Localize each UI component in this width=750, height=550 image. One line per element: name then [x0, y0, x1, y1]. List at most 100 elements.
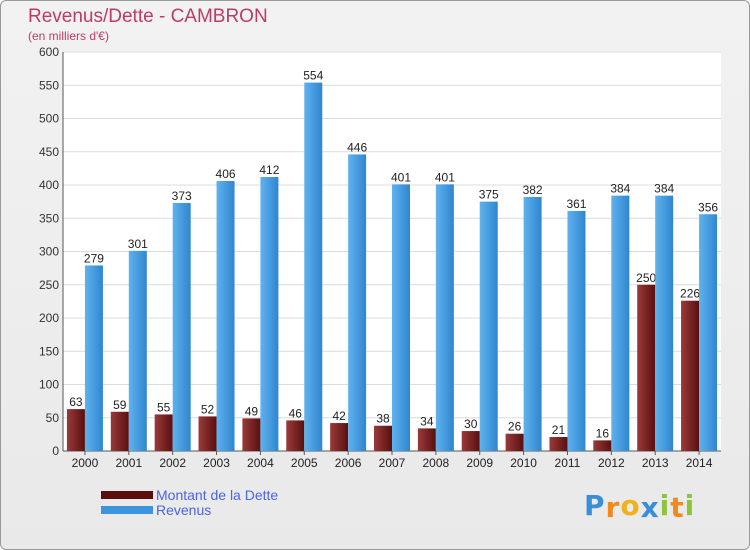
y-tick-label: 0	[52, 444, 59, 458]
data-label-dette: 26	[508, 420, 522, 434]
logo-letter: r	[605, 491, 621, 524]
bar-revenus	[479, 201, 498, 451]
bar-dette	[637, 284, 656, 451]
data-label-dette: 49	[245, 404, 259, 418]
data-label-revenus: 375	[479, 188, 499, 202]
x-tick-label: 2004	[247, 456, 274, 470]
bar-dette	[110, 411, 129, 451]
logo-letter: t	[670, 491, 685, 524]
legend-label-dette: Montant de la Dette	[156, 487, 279, 503]
y-tick-label: 350	[39, 211, 59, 225]
x-tick-label: 2001	[115, 456, 142, 470]
x-tick-label: 2005	[291, 456, 318, 470]
y-tick-label: 500	[39, 112, 59, 126]
chart-title: Revenus/Dette - CAMBRON	[28, 6, 268, 27]
data-label-dette: 226	[680, 287, 700, 301]
data-label-revenus: 301	[128, 237, 148, 251]
bar-dette	[417, 428, 436, 451]
x-tick-label: 2010	[510, 456, 537, 470]
x-tick-label: 2006	[335, 456, 362, 470]
data-label-revenus: 373	[172, 189, 192, 203]
data-label-dette: 250	[636, 271, 656, 285]
bar-revenus	[348, 154, 367, 451]
data-label-dette: 52	[201, 402, 215, 416]
y-tick-label: 50	[46, 411, 60, 425]
bar-revenus	[84, 265, 103, 451]
y-tick-label: 300	[39, 245, 59, 259]
data-label-revenus: 406	[216, 167, 236, 181]
data-label-revenus: 401	[391, 170, 411, 184]
bar-dette	[593, 440, 612, 451]
logo-letter: i	[659, 489, 671, 522]
bar-revenus	[304, 82, 323, 451]
logo-letter: P	[584, 489, 606, 522]
logo-letter: x	[640, 491, 660, 524]
bar-dette	[66, 409, 85, 451]
bar-dette	[198, 416, 217, 451]
bar-revenus	[699, 214, 718, 451]
bar-revenus	[611, 195, 630, 451]
logo-letter: o	[620, 489, 641, 522]
legend-swatch-dette	[101, 491, 153, 499]
bar-revenus	[567, 210, 586, 451]
bar-revenus	[128, 250, 147, 451]
data-label-dette: 16	[596, 426, 610, 440]
data-label-dette: 30	[464, 417, 478, 431]
legend-item-revenus: Revenus	[101, 502, 212, 518]
data-label-dette: 34	[420, 414, 434, 428]
bar-dette	[374, 425, 392, 451]
data-label-dette: 38	[376, 412, 390, 426]
y-tick-label: 600	[39, 45, 59, 59]
data-label-dette: 46	[289, 406, 303, 420]
x-tick-label: 2007	[379, 456, 406, 470]
y-tick-label: 200	[39, 311, 59, 325]
y-tick-label: 400	[39, 178, 59, 192]
bar-revenus	[216, 181, 235, 451]
y-tick-label: 550	[39, 78, 59, 92]
y-tick-label: 250	[39, 278, 59, 292]
bar-dette	[549, 437, 568, 451]
data-label-revenus: 412	[259, 163, 279, 177]
y-tick-label: 450	[39, 145, 59, 159]
bar-dette	[681, 300, 700, 451]
data-label-revenus: 384	[654, 182, 674, 196]
x-tick-label: 2003	[203, 456, 230, 470]
bar-revenus	[392, 184, 410, 451]
bar-dette	[330, 423, 349, 451]
bar-dette	[154, 414, 173, 451]
data-label-revenus: 279	[84, 251, 104, 265]
data-label-revenus: 554	[303, 69, 323, 83]
x-tick-label: 2013	[642, 456, 669, 470]
legend-label-revenus: Revenus	[156, 502, 212, 518]
data-label-dette: 63	[69, 395, 83, 409]
legend-item-dette: Montant de la Dette	[101, 487, 279, 503]
data-label-revenus: 382	[523, 183, 543, 197]
bar-dette	[242, 418, 261, 451]
proxiti-logo: Proxiti	[584, 489, 696, 524]
logo-letter: i	[684, 489, 696, 522]
x-tick-label: 2002	[159, 456, 186, 470]
bar-revenus	[435, 184, 454, 451]
legend-swatch-revenus	[101, 506, 153, 514]
data-label-dette: 42	[332, 409, 346, 423]
data-label-dette: 55	[157, 400, 171, 414]
data-label-revenus: 361	[566, 197, 586, 211]
bar-revenus	[655, 195, 674, 451]
x-tick-label: 2012	[598, 456, 625, 470]
bar-dette	[461, 431, 480, 451]
y-tick-label: 100	[39, 378, 59, 392]
x-tick-label: 2000	[72, 456, 99, 470]
bar-revenus	[260, 177, 279, 451]
bar-revenus	[523, 196, 542, 451]
chart-subtitle: (en milliers d'€)	[28, 29, 109, 43]
x-tick-label: 2011	[555, 456, 581, 470]
data-label-revenus: 384	[610, 182, 630, 196]
x-tick-label: 2008	[423, 456, 450, 470]
data-label-revenus: 356	[698, 200, 718, 214]
bar-revenus	[172, 202, 191, 451]
data-label-revenus: 401	[435, 170, 455, 184]
bar-dette	[286, 420, 305, 451]
x-tick-label: 2014	[686, 456, 713, 470]
